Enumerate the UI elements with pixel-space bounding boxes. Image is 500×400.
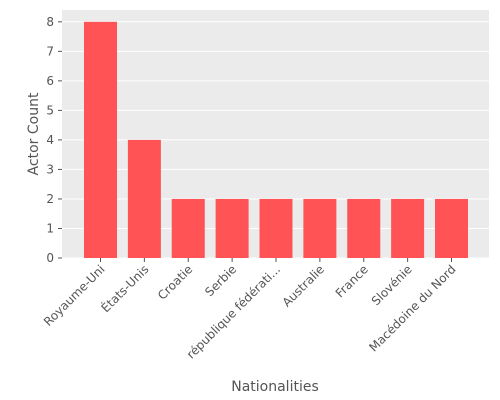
x-tick-label: Serbie — [202, 262, 239, 299]
x-axis-label: Nationalities — [231, 379, 319, 395]
y-axis-ticks: 0 1 2 3 4 5 6 7 8 — [46, 15, 62, 265]
y-tick-label: 8 — [46, 15, 54, 29]
bar — [127, 139, 161, 258]
y-tick-label: 0 — [46, 251, 54, 265]
bar — [435, 198, 468, 258]
bar — [171, 198, 205, 258]
bar — [391, 198, 425, 258]
x-tick-label: Australie — [280, 262, 327, 309]
y-tick-label: 5 — [46, 103, 54, 117]
y-axis-label: Actor Count — [26, 92, 42, 175]
y-tick-label: 6 — [46, 74, 54, 88]
bar — [84, 21, 117, 258]
y-tick-label: 7 — [46, 44, 54, 58]
x-tick-label: France — [333, 262, 371, 300]
x-tick-label: Macédoine du Nord — [366, 262, 458, 354]
x-tick-label: États-Unis — [98, 262, 152, 316]
x-tick-label: Royaume-Uni — [41, 262, 108, 329]
bar — [303, 198, 337, 258]
y-tick-label: 4 — [46, 133, 54, 147]
x-tick-label: Slovénie — [369, 262, 415, 308]
bar — [215, 198, 249, 258]
bar — [347, 198, 381, 258]
bars — [84, 21, 468, 258]
bar — [259, 198, 293, 258]
y-tick-label: 1 — [46, 221, 54, 235]
x-tick-label: Croatie — [155, 262, 195, 302]
y-tick-label: 3 — [46, 162, 54, 176]
y-tick-label: 2 — [46, 192, 54, 206]
